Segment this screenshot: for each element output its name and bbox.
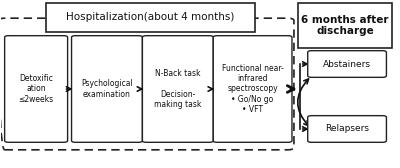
- FancyBboxPatch shape: [46, 3, 254, 32]
- FancyBboxPatch shape: [142, 36, 213, 142]
- Text: Detoxific
ation
≤2weeks: Detoxific ation ≤2weeks: [18, 74, 54, 104]
- Text: N-Back task

Decision-
making task: N-Back task Decision- making task: [154, 69, 202, 109]
- FancyBboxPatch shape: [308, 116, 386, 142]
- Text: Abstainers: Abstainers: [323, 59, 371, 69]
- Text: Functional near-
infrared
spectroscopy
• Go/No go
• VFT: Functional near- infrared spectroscopy •…: [222, 64, 284, 114]
- FancyBboxPatch shape: [298, 3, 392, 48]
- Text: 6 months after
discharge: 6 months after discharge: [301, 15, 389, 36]
- FancyBboxPatch shape: [72, 36, 142, 142]
- Text: Relapsers: Relapsers: [325, 124, 369, 134]
- Text: Hospitalization(about 4 months): Hospitalization(about 4 months): [66, 12, 234, 22]
- FancyBboxPatch shape: [213, 36, 292, 142]
- FancyBboxPatch shape: [5, 36, 68, 142]
- Text: Psychological
examination: Psychological examination: [81, 79, 133, 99]
- FancyBboxPatch shape: [308, 51, 386, 77]
